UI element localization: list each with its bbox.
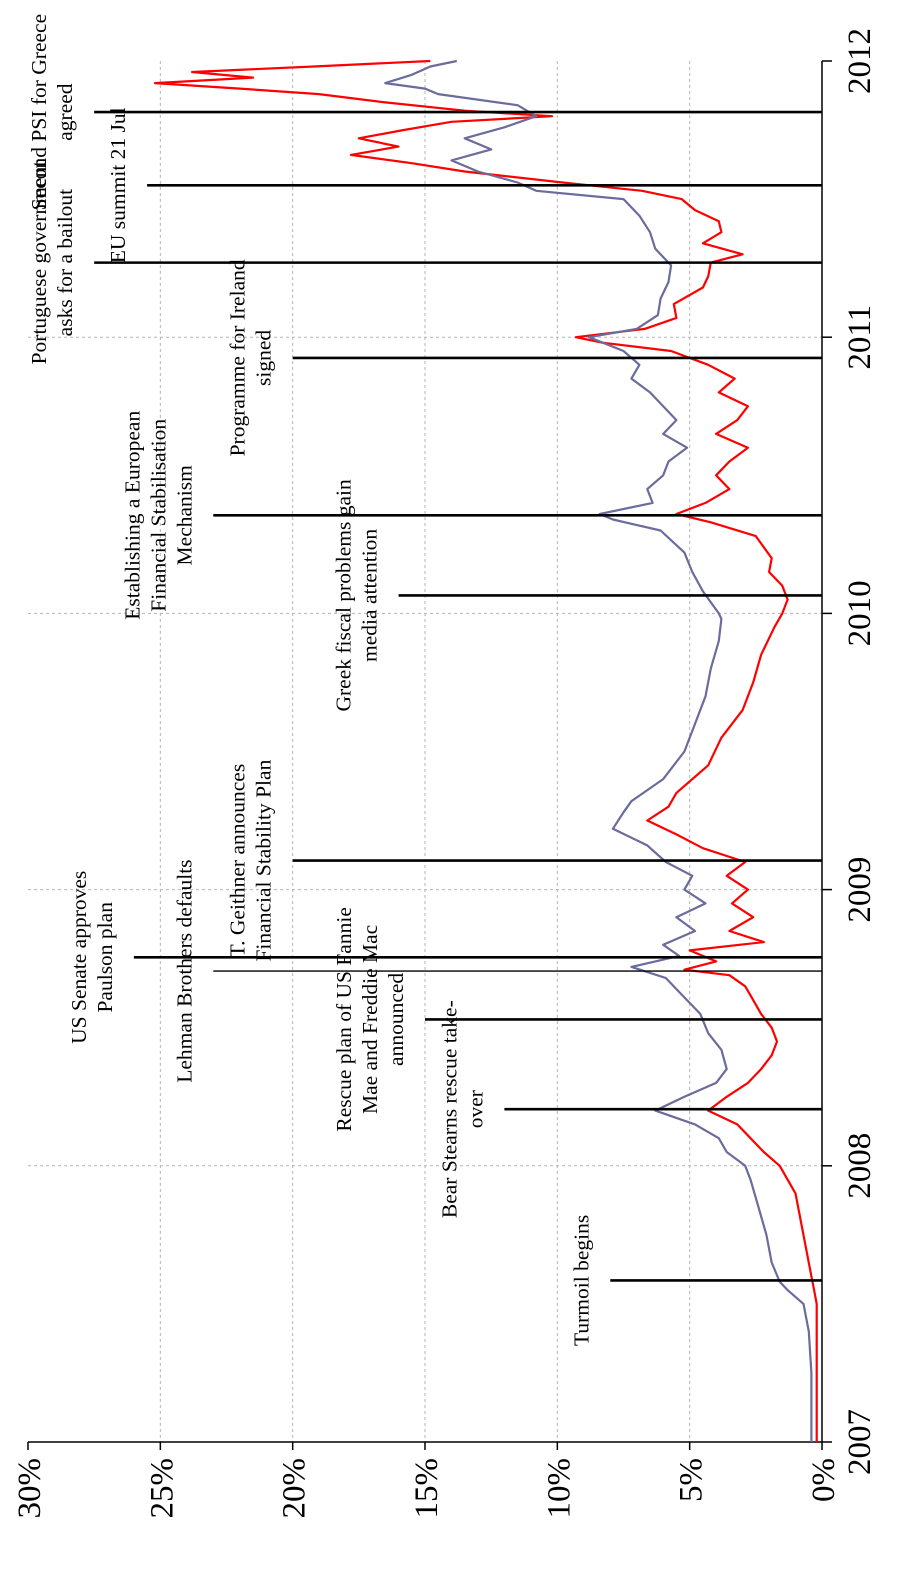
event-label: agreed: [53, 83, 77, 141]
event-label: Rescue plan of US Fannie: [332, 907, 356, 1132]
percent-tick-label: 15%: [409, 1458, 445, 1519]
event-label: signed: [252, 330, 276, 386]
percent-tick-label: 20%: [277, 1458, 313, 1519]
event-label: Establishing a European: [120, 411, 144, 620]
event-label: media attention: [358, 529, 382, 662]
event-label: Second PSI for Greece: [27, 14, 51, 210]
year-tick-label: 2007: [842, 1409, 878, 1475]
year-tick-label: 2010: [842, 580, 878, 646]
percent-tick-label: 30%: [12, 1458, 48, 1519]
event-label: Greek fiscal problems gain: [332, 479, 356, 711]
series-line-1: [153, 59, 818, 1442]
event-label: EU summit 21 Jul: [106, 107, 130, 263]
event-label: Bear Stearns rescue take-: [437, 1000, 461, 1218]
event-label: Portuguese government: [27, 161, 51, 365]
year-tick-label: 2009: [842, 857, 878, 923]
year-tick-label: 2012: [842, 28, 878, 94]
event-label: asks for a bailout: [53, 189, 77, 337]
percent-tick-label: 25%: [144, 1458, 180, 1519]
event-label: over: [463, 1090, 487, 1128]
event-label: Financial Stability Plan: [252, 759, 276, 961]
percent-tick-label: 5%: [674, 1458, 710, 1502]
percent-tick-label: 0%: [806, 1458, 842, 1502]
event-label: Financial Stabilisation: [146, 419, 170, 612]
event-label: Programme for Ireland: [226, 259, 250, 456]
event-label: Turmoil begins: [569, 1215, 593, 1346]
year-tick-label: 2011: [842, 305, 878, 370]
event-label: Lehman Brothers defaults: [172, 859, 196, 1082]
series-line-2: [384, 59, 813, 1442]
year-tick-label: 2008: [842, 1133, 878, 1199]
event-label: Mechanism: [172, 465, 196, 566]
event-label: announced: [384, 973, 408, 1066]
event-label: US Senate approves: [67, 871, 91, 1044]
event-label: Paulson plan: [93, 902, 117, 1013]
event-label: T. Geithner announces: [226, 764, 250, 958]
percent-tick-label: 10%: [541, 1458, 577, 1519]
event-label: Mae and Freddie Mac: [358, 925, 382, 1114]
